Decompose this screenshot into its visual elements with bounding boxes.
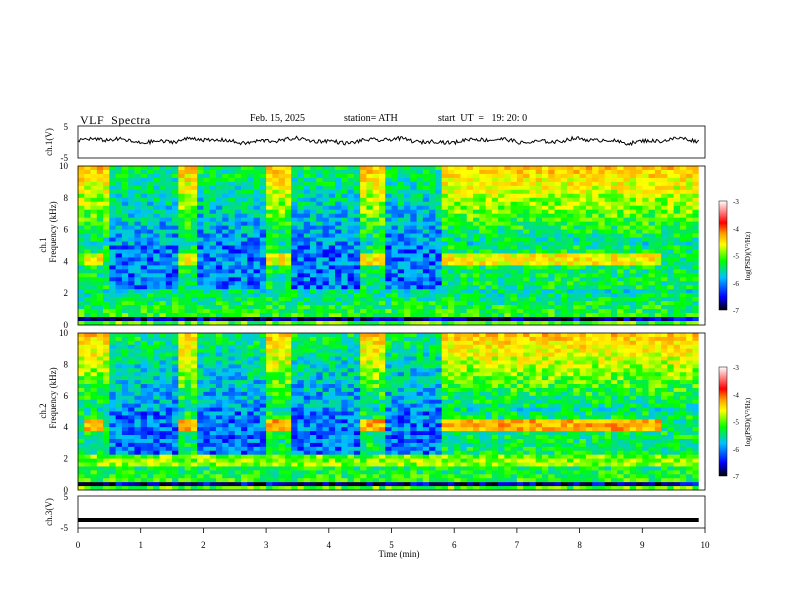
ch1-spectrogram-panel: ch.1 Frequency (kHz) 10 8 6 4 2 0 bbox=[38, 161, 706, 330]
ch1-voltage-panel: ch.1(V) 5 -5 bbox=[44, 122, 706, 163]
frequency-tick-label: 4 bbox=[64, 422, 69, 432]
ch2-frequency-ylabel: Frequency (kHz) bbox=[48, 367, 58, 428]
ch1-colorbar-scale bbox=[718, 200, 728, 311]
ch2-colorbar: -3 -4 -5 -6 -7 log(PSD)(V²/Hz) bbox=[718, 364, 752, 481]
frequency-tick-label: 0 bbox=[64, 320, 69, 330]
ch2-spectrogram-yticks: 10 8 6 4 2 0 bbox=[59, 328, 69, 495]
ch2-colorbar-ticks: -3 -4 -5 -6 -7 bbox=[733, 364, 739, 481]
ch1-voltage-frame bbox=[77, 125, 706, 159]
ch1-spectrogram-yticks: 10 8 6 4 2 0 bbox=[59, 161, 69, 330]
colorbar-tick-label: -7 bbox=[733, 473, 739, 481]
time-tick-label: 2 bbox=[201, 540, 206, 550]
colorbar-tick-label: -6 bbox=[733, 446, 739, 454]
colorbar-tick-label: -4 bbox=[733, 225, 739, 233]
ch1-colorbar-label: log(PSD)(V²/Hz) bbox=[744, 231, 752, 280]
start-time-label: start UT = 19: 20: 0 bbox=[438, 113, 528, 124]
colorbar-tick-label: -3 bbox=[733, 198, 739, 206]
frequency-tick-label: 8 bbox=[64, 359, 69, 369]
ch3-voltage-tick-bottom: -5 bbox=[61, 523, 69, 533]
chart-title: VLF Spectra bbox=[80, 113, 151, 127]
ch1-voltage-ylabel: ch.1(V) bbox=[44, 128, 54, 156]
ch2-spectrogram-image bbox=[78, 333, 706, 491]
ch3-voltage-frame bbox=[77, 495, 706, 529]
colorbar-tick-label: -6 bbox=[733, 280, 739, 288]
colorbar-tick-label: -4 bbox=[733, 391, 739, 399]
time-axis-ticks: 0 1 2 3 4 5 6 7 8 9 10 bbox=[76, 528, 710, 550]
frequency-tick-label: 10 bbox=[59, 161, 69, 171]
ch2-spectrogram-panel: ch.2 Frequency (kHz) 10 8 6 4 2 0 bbox=[38, 328, 706, 495]
time-tick-label: 5 bbox=[389, 540, 394, 550]
ch1-colorbar: -3 -4 -5 -6 -7 log(PSD)(V²/Hz) bbox=[718, 198, 752, 315]
date-label: Feb. 15, 2025 bbox=[250, 113, 305, 124]
colorbar-tick-label: -5 bbox=[733, 419, 739, 427]
time-tick-label: 9 bbox=[640, 540, 645, 550]
frequency-tick-label: 0 bbox=[64, 485, 69, 495]
ch2-spectrogram-frame bbox=[77, 332, 706, 491]
voltage-trace-line bbox=[77, 135, 700, 147]
colorbar-tick-label: -3 bbox=[733, 364, 739, 372]
time-tick-label: 6 bbox=[452, 540, 457, 550]
ch3-voltage-tick-top: 5 bbox=[64, 492, 69, 502]
frequency-tick-label: 10 bbox=[59, 328, 69, 338]
ch1-spectrogram-frame bbox=[77, 165, 706, 326]
time-tick-label: 10 bbox=[701, 540, 711, 550]
colorbar-tick-label: -5 bbox=[733, 253, 739, 261]
ch1-spectrogram-image bbox=[78, 166, 706, 326]
ch1-voltage-trace bbox=[77, 135, 700, 147]
station-label: station= ATH bbox=[344, 113, 398, 124]
frequency-tick-label: 2 bbox=[64, 454, 69, 464]
frequency-tick-label: 6 bbox=[64, 225, 69, 235]
ch3-voltage-panel: ch.3(V) 5 -5 bbox=[44, 492, 706, 533]
ch1-voltage-tick-top: 5 bbox=[64, 122, 69, 132]
ch2-channel-label: ch.2 bbox=[38, 403, 48, 418]
frequency-tick-label: 4 bbox=[64, 256, 69, 266]
time-tick-label: 7 bbox=[515, 540, 520, 550]
frequency-tick-label: 2 bbox=[64, 288, 69, 298]
ch2-colorbar-label: log(PSD)(V²/Hz) bbox=[744, 397, 752, 446]
colorbar-tick-label: -7 bbox=[733, 307, 739, 315]
time-tick-label: 0 bbox=[76, 540, 81, 550]
ch3-voltage-ylabel: ch.3(V) bbox=[44, 498, 54, 526]
ch2-colorbar-scale bbox=[718, 366, 728, 477]
time-tick-label: 3 bbox=[264, 540, 269, 550]
ch1-channel-label: ch.1 bbox=[38, 237, 48, 252]
ch1-voltage-tick-bottom: -5 bbox=[61, 153, 69, 163]
time-tick-label: 4 bbox=[327, 540, 332, 550]
time-axis-label: Time (min) bbox=[379, 549, 420, 559]
frequency-tick-label: 8 bbox=[64, 193, 69, 203]
ch1-frequency-ylabel: Frequency (kHz) bbox=[48, 201, 58, 262]
ch1-colorbar-ticks: -3 -4 -5 -6 -7 bbox=[733, 198, 739, 315]
frequency-tick-label: 6 bbox=[64, 391, 69, 401]
time-axis: 0 1 2 3 4 5 6 7 8 9 10 Time (min) bbox=[76, 528, 710, 559]
time-tick-label: 8 bbox=[577, 540, 582, 550]
time-tick-label: 1 bbox=[138, 540, 143, 550]
